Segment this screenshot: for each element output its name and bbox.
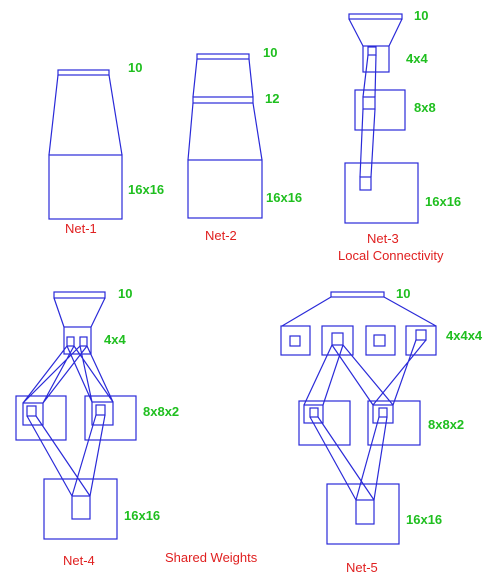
net4-name: Net-4 bbox=[63, 553, 95, 568]
net2-output-layer bbox=[196, 53, 250, 60]
net4-h1-to-input-connections bbox=[26, 414, 106, 497]
net4-hidden2-unit-a bbox=[66, 336, 75, 347]
net1-name: Net-1 bbox=[65, 221, 97, 236]
net4-hidden1-right-unit bbox=[95, 404, 106, 416]
net3-hidden2-size: 4x4 bbox=[406, 51, 428, 66]
net4-hidden1-left-inner bbox=[22, 402, 44, 426]
net3-input-size: 16x16 bbox=[425, 194, 461, 209]
net3-input-receptive-field bbox=[359, 176, 372, 191]
net5-h1-to-input-connections bbox=[309, 416, 388, 501]
net5-hidden1-size: 8x8x2 bbox=[428, 417, 464, 432]
net5-hidden2-size: 4x4x4 bbox=[446, 328, 483, 343]
net4-hidden2-layer bbox=[63, 326, 92, 355]
net4-input-layer bbox=[43, 478, 118, 540]
net5-name: Net-5 bbox=[346, 560, 378, 575]
net2-name: Net-2 bbox=[205, 228, 237, 243]
net3-output-layer bbox=[348, 13, 403, 20]
net2-output-size: 10 bbox=[263, 45, 277, 60]
net3-h1-to-input-connections bbox=[359, 108, 376, 178]
net4-h2-to-h1-connections bbox=[22, 345, 114, 404]
net4-hidden2-size: 4x4 bbox=[104, 332, 126, 347]
net3-subtitle: Local Connectivity bbox=[338, 248, 444, 263]
net4-hidden1-map-right bbox=[84, 395, 137, 441]
net4-hidden1-size: 8x8x2 bbox=[143, 404, 179, 419]
shared-weights-label: Shared Weights bbox=[165, 550, 258, 565]
net4-hidden2-unit-b bbox=[79, 336, 88, 347]
net5-h2-to-h1-connections bbox=[303, 339, 427, 406]
net2-output-connections bbox=[192, 58, 254, 98]
net5-output-connections bbox=[281, 296, 437, 327]
net3-output-size: 10 bbox=[414, 8, 428, 23]
net1-connections bbox=[48, 74, 123, 156]
net5-hidden1-left-unit bbox=[309, 407, 319, 418]
net2-input-layer bbox=[187, 159, 263, 219]
net5-output-layer bbox=[330, 291, 385, 298]
net3-hidden1-layer bbox=[354, 89, 406, 131]
net5-hidden1-right-unit bbox=[378, 407, 388, 418]
net5-input-size: 16x16 bbox=[406, 512, 442, 527]
net5-output-size: 10 bbox=[396, 286, 410, 301]
net4-input-size: 16x16 bbox=[124, 508, 160, 523]
net5-hidden2-map-2 bbox=[321, 325, 354, 356]
net3-diagram: 10 4x4 8x8 16x16 Net-3 Local Connectivit… bbox=[338, 8, 461, 263]
net1-output-layer bbox=[57, 69, 110, 76]
net4-diagram: 10 4x4 8x8x2 16x16 Net-4 bbox=[15, 286, 179, 568]
net1-diagram: 10 16x16 Net-1 bbox=[48, 60, 164, 236]
net2-hidden-size: 12 bbox=[265, 91, 279, 106]
net5-hidden2-map-1 bbox=[280, 325, 311, 356]
net1-input-layer bbox=[48, 154, 123, 220]
net5-input-receptive-field bbox=[355, 499, 375, 525]
net5-hidden1-right-inner bbox=[372, 404, 394, 424]
net2-hidden-connections bbox=[187, 102, 263, 161]
net1-output-size: 10 bbox=[128, 60, 142, 75]
net5-hidden2-map-2-unit bbox=[331, 332, 344, 346]
net5-hidden2-map-3 bbox=[365, 325, 396, 356]
net4-hidden1-right-inner bbox=[91, 401, 114, 426]
net3-name: Net-3 bbox=[367, 231, 399, 246]
net4-output-layer bbox=[53, 291, 106, 299]
net3-h2-to-h1-connections bbox=[362, 54, 377, 98]
net2-input-size: 16x16 bbox=[266, 190, 302, 205]
net5-hidden2-map-1-unit bbox=[289, 335, 301, 347]
net5-diagram: 10 4x4x4 8x8x2 16x16 Net-5 bbox=[280, 286, 483, 575]
net3-input-layer bbox=[344, 162, 419, 224]
net2-hidden-layer bbox=[192, 96, 254, 104]
net4-hidden1-left-unit bbox=[26, 405, 37, 417]
net3-hidden1-receptive-unit bbox=[362, 96, 376, 110]
net5-hidden2-map-3-unit bbox=[373, 334, 386, 347]
net2-diagram: 10 12 16x16 Net-2 bbox=[187, 45, 302, 243]
net4-output-size: 10 bbox=[118, 286, 132, 301]
net4-output-connections bbox=[53, 297, 106, 328]
net3-hidden1-size: 8x8 bbox=[414, 100, 436, 115]
net5-hidden2-map-4-unit bbox=[415, 329, 427, 341]
net1-input-size: 16x16 bbox=[128, 182, 164, 197]
net4-input-receptive-field bbox=[71, 495, 91, 520]
net5-hidden2-map-4 bbox=[405, 325, 437, 356]
net3-hidden2-receptive-unit bbox=[367, 46, 377, 56]
net3-output-connections bbox=[348, 18, 403, 47]
net5-input-layer bbox=[326, 483, 400, 545]
